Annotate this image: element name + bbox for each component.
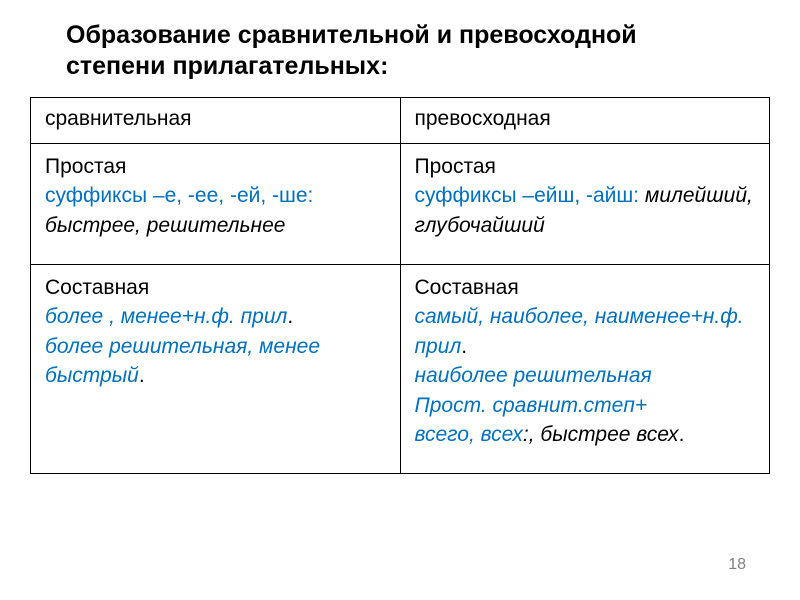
example-line: быстрее, решительнее xyxy=(45,211,386,240)
blue-italic-span: более решительная, менее быстрый xyxy=(45,335,320,387)
text-line: Простая xyxy=(45,152,386,181)
blue-italic-line: наиболее решительная xyxy=(415,361,756,390)
mixed-line: всего, всех:, быстрее всех. xyxy=(415,420,756,449)
cell-compound-superlative: Составная самый, наиболее, наименее+н.ф.… xyxy=(400,265,770,474)
text-line: Простая xyxy=(415,152,756,181)
dot-span: . xyxy=(287,305,293,328)
table-row-simple: Простая суффиксы –е, -ее, -ей, -ше: быст… xyxy=(31,143,770,264)
comparison-table: сравнительная превосходная Простая суффи… xyxy=(30,97,770,475)
suffix-span: суффиксы –ейш, -айш: xyxy=(415,184,640,207)
italic-span: :, быстрее всех xyxy=(523,423,679,446)
mixed-line: суффиксы –ейш, -айш: милейший, глубочайш… xyxy=(415,181,756,240)
cell-simple-comparative: Простая суффиксы –е, -ее, -ей, -ше: быст… xyxy=(31,143,401,264)
dot-span: . xyxy=(679,423,685,446)
mixed-line: самый, наиболее, наименее+н.ф. прил. xyxy=(415,302,756,361)
table-row-compound: Составная более , менее+н.ф. прил. более… xyxy=(31,265,770,474)
blue-italic-span: всего, всех xyxy=(415,423,523,446)
table-header-row: сравнительная превосходная xyxy=(31,97,770,143)
mixed-line: более решительная, менее быстрый. xyxy=(45,332,386,391)
page-number: 18 xyxy=(728,556,746,574)
blue-italic-span: более , менее+н.ф. прил xyxy=(45,305,287,328)
blue-italic-line: Прост. сравнит.степ+ xyxy=(415,391,756,420)
dot-span: . xyxy=(461,335,467,358)
mixed-line: более , менее+н.ф. прил. xyxy=(45,302,386,331)
header-comparative: сравнительная xyxy=(31,97,401,143)
suffix-line: суффиксы –е, -ее, -ей, -ше: xyxy=(45,181,386,210)
cell-simple-superlative: Простая суффиксы –ейш, -айш: милейший, г… xyxy=(400,143,770,264)
cell-compound-comparative: Составная более , менее+н.ф. прил. более… xyxy=(31,265,401,474)
slide-title: Образование сравнительной и превосходной… xyxy=(66,20,706,83)
header-superlative: превосходная xyxy=(400,97,770,143)
slide: Образование сравнительной и превосходной… xyxy=(0,0,800,600)
dot-span: . xyxy=(139,364,145,387)
text-line: Составная xyxy=(45,273,386,302)
text-line: Составная xyxy=(415,273,756,302)
